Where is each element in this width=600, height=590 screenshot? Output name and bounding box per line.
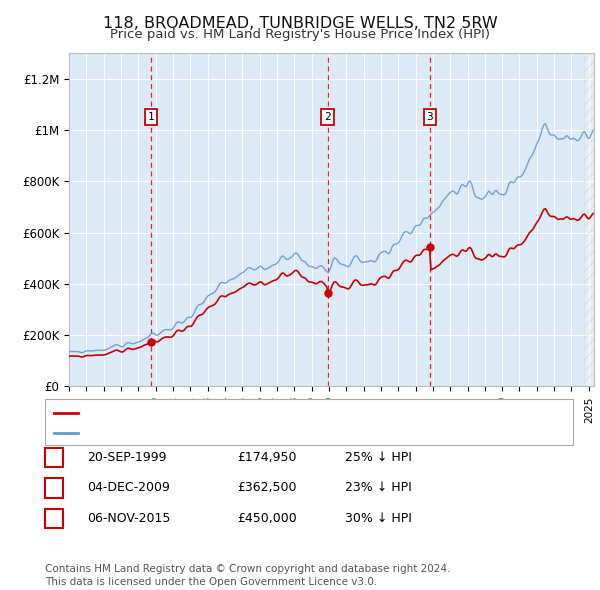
Text: 04-DEC-2009: 04-DEC-2009 — [87, 481, 170, 494]
Text: Price paid vs. HM Land Registry's House Price Index (HPI): Price paid vs. HM Land Registry's House … — [110, 28, 490, 41]
Text: £362,500: £362,500 — [237, 481, 296, 494]
Text: 20-SEP-1999: 20-SEP-1999 — [87, 451, 167, 464]
Text: £450,000: £450,000 — [237, 512, 297, 525]
Text: 23% ↓ HPI: 23% ↓ HPI — [345, 481, 412, 494]
Text: Contains HM Land Registry data © Crown copyright and database right 2024.
This d: Contains HM Land Registry data © Crown c… — [45, 564, 451, 587]
Text: 118, BROADMEAD, TUNBRIDGE WELLS, TN2 5RW: 118, BROADMEAD, TUNBRIDGE WELLS, TN2 5RW — [103, 16, 497, 31]
Text: £174,950: £174,950 — [237, 451, 296, 464]
Text: 2: 2 — [324, 112, 331, 122]
Bar — [584, 53, 594, 386]
Text: 1: 1 — [50, 451, 58, 464]
Text: 3: 3 — [50, 512, 58, 525]
Text: 25% ↓ HPI: 25% ↓ HPI — [345, 451, 412, 464]
Text: 2: 2 — [50, 481, 58, 494]
Text: 3: 3 — [427, 112, 433, 122]
Text: 1: 1 — [148, 112, 154, 122]
Text: 30% ↓ HPI: 30% ↓ HPI — [345, 512, 412, 525]
Text: HPI: Average price, detached house, Tunbridge Wells: HPI: Average price, detached house, Tunb… — [84, 426, 395, 439]
Text: 06-NOV-2015: 06-NOV-2015 — [87, 512, 170, 525]
Text: 118, BROADMEAD, TUNBRIDGE WELLS, TN2 5RW (detached house): 118, BROADMEAD, TUNBRIDGE WELLS, TN2 5RW… — [84, 407, 480, 419]
